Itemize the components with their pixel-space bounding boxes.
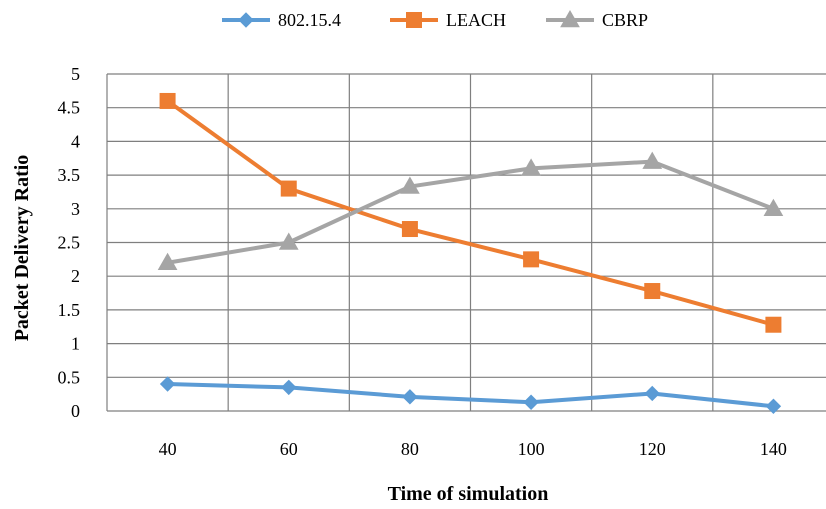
x-axis-title: Time of simulation bbox=[388, 483, 549, 505]
legend-marker bbox=[560, 9, 580, 28]
data-point-1 bbox=[765, 316, 782, 333]
x-tick-label: 100 bbox=[518, 439, 545, 459]
legend-label: LEACH bbox=[446, 10, 506, 30]
series-line-2 bbox=[165, 159, 776, 265]
data-point-0 bbox=[765, 398, 782, 414]
plot-area: 0 0.5 1 1.5 2 2.5 3 3.5 4 4.5 5 40 60 80 100 120 140 bbox=[58, 64, 826, 459]
data-point-0 bbox=[281, 379, 297, 396]
y-tick-label: 5 bbox=[71, 64, 80, 84]
y-tick-label: 2.5 bbox=[58, 233, 81, 253]
y-tick-label: 0.5 bbox=[58, 367, 81, 387]
data-point-2 bbox=[157, 252, 178, 270]
data-point-0 bbox=[523, 394, 539, 410]
y-tick-label: 1.5 bbox=[58, 300, 81, 320]
data-point-1 bbox=[159, 92, 176, 109]
y-tick-label: 2 bbox=[71, 266, 80, 286]
data-point-0 bbox=[644, 385, 660, 402]
legend: 802.15.4 LEACH CBRP bbox=[222, 9, 648, 30]
y-tick-label: 1 bbox=[71, 334, 80, 354]
data-point-1 bbox=[280, 180, 297, 197]
x-tick-label: 40 bbox=[159, 439, 177, 459]
legend-marker bbox=[406, 12, 422, 28]
series-line-1 bbox=[165, 98, 776, 327]
y-tick-label: 4 bbox=[71, 131, 80, 151]
y-tick-label: 0 bbox=[71, 401, 80, 421]
y-axis-title: Packet Delivery Ratio bbox=[11, 155, 33, 342]
data-point-2 bbox=[521, 158, 541, 176]
series-line-0 bbox=[165, 382, 776, 409]
data-point-0 bbox=[159, 376, 176, 392]
data-point-1 bbox=[644, 283, 661, 300]
data-point-2 bbox=[763, 198, 784, 217]
data-point-2 bbox=[400, 176, 420, 194]
data-point-2 bbox=[278, 232, 299, 250]
data-point-1 bbox=[523, 251, 540, 268]
data-point-2 bbox=[642, 151, 663, 169]
x-tick-label: 140 bbox=[760, 439, 787, 459]
y-tick-label: 4.5 bbox=[58, 98, 81, 118]
legend-label: CBRP bbox=[602, 10, 648, 30]
legend-marker bbox=[238, 12, 254, 28]
y-tick-label: 3.5 bbox=[58, 165, 81, 185]
data-point-0 bbox=[402, 389, 418, 405]
legend-label: 802.15.4 bbox=[278, 10, 341, 30]
y-tick-label: 3 bbox=[71, 199, 80, 219]
x-tick-label: 60 bbox=[280, 439, 298, 459]
x-tick-label: 80 bbox=[401, 439, 419, 459]
data-point-1 bbox=[401, 221, 418, 238]
x-tick-label: 120 bbox=[639, 439, 666, 459]
